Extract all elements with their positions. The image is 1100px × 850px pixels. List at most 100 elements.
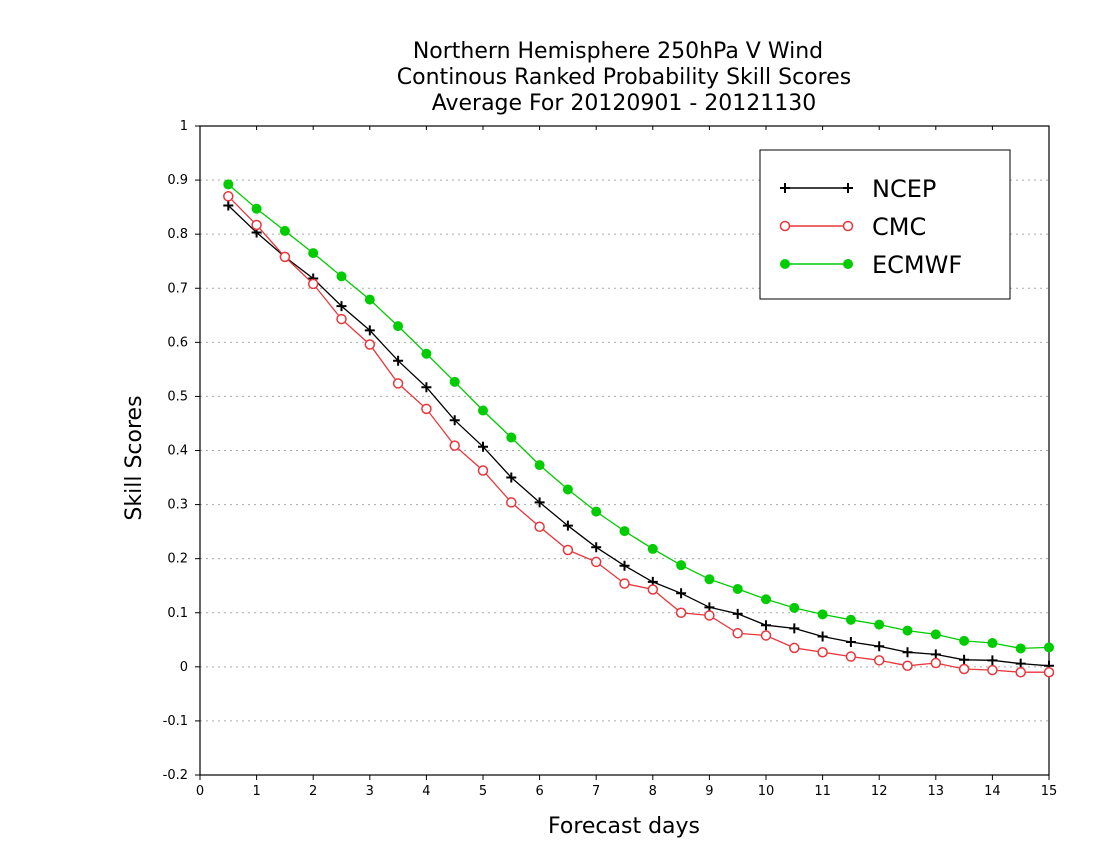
ncep-point <box>902 647 913 658</box>
legend-item-cmc: CMC <box>779 213 926 241</box>
x-tick-label: 1 <box>252 784 260 799</box>
x-tick-label: 0 <box>196 784 204 799</box>
cmc-point <box>930 657 942 669</box>
cmc-point <box>223 191 234 202</box>
cmc-point <box>789 642 800 654</box>
y-tick-label: 0.6 <box>167 335 188 350</box>
cmc-point <box>817 646 828 658</box>
ncep-point <box>421 382 432 393</box>
x-tick-label: 14 <box>984 784 1001 799</box>
legend-label: ECMWF <box>872 251 962 279</box>
ncep-point <box>449 415 460 426</box>
ecmwf-point <box>845 614 856 625</box>
ncep-point <box>364 325 375 336</box>
ecmwf-point <box>676 560 687 571</box>
x-tick-label: 15 <box>1041 784 1058 799</box>
ecmwf-point <box>478 405 488 416</box>
cmc-point <box>336 313 347 325</box>
cmc-point <box>449 440 460 451</box>
cmc-point <box>647 584 659 595</box>
y-tick-label: 0.4 <box>167 444 188 459</box>
ncep-point <box>959 654 970 665</box>
title-line-3: Average For 20120901 - 20121130 <box>432 91 817 116</box>
cmc-point <box>902 660 913 672</box>
ecmwf-point <box>619 526 630 537</box>
cmc-point <box>987 664 998 676</box>
legend-marker <box>842 220 854 232</box>
legend-item-ncep: NCEP <box>780 175 936 203</box>
legend-marker <box>843 183 853 193</box>
legend-marker <box>843 259 853 269</box>
cmc-point <box>1015 666 1026 678</box>
cmc-point <box>732 628 743 639</box>
y-axis-label: Skill Scores <box>122 395 147 520</box>
ecmwf-point <box>562 484 573 495</box>
series-group <box>223 179 1055 678</box>
ecmwf-point <box>449 376 460 387</box>
x-tick-label: 7 <box>592 784 600 799</box>
ncep-point <box>789 623 800 634</box>
y-tick-labels: -0.2 -0.1 0 0.1 0.2 0.3 0.4 0.5 0.6 0.7 0.8 0.9 1 <box>163 119 188 783</box>
ecmwf-point <box>393 321 404 332</box>
ecmwf-point <box>251 203 262 214</box>
x-tick-label: 13 <box>928 784 945 799</box>
ecmwf-point <box>1044 642 1054 653</box>
axis-ticks <box>195 125 1050 780</box>
cmc-point <box>873 655 885 666</box>
ncep-point <box>874 641 885 652</box>
x-tick-label: 5 <box>479 784 487 799</box>
cmc-point <box>279 251 291 263</box>
cmc-point <box>534 521 545 533</box>
cmc-point <box>392 378 404 389</box>
ecmwf-point <box>789 602 800 613</box>
legend-item-ecmwf: ECMWF <box>780 251 962 279</box>
x-tick-label: 3 <box>366 784 374 799</box>
ncep-point <box>336 301 347 312</box>
ecmwf-point <box>732 583 743 594</box>
y-tick-label: 1 <box>180 119 188 134</box>
cmc-point <box>307 278 319 290</box>
y-tick-label: 0.5 <box>167 389 188 404</box>
cmc-point <box>590 556 602 568</box>
ecmwf-point <box>817 609 828 620</box>
cmc-point <box>477 465 489 476</box>
cmc-point <box>562 544 574 556</box>
y-tick-label: 0.7 <box>167 281 188 296</box>
y-tick-label: 0.3 <box>167 498 188 513</box>
ncep-point <box>1015 658 1026 669</box>
cmc-point <box>704 610 715 621</box>
ecmwf-point <box>534 460 545 471</box>
cmc-point <box>760 630 772 641</box>
cmc-point <box>506 497 517 508</box>
ncep-point <box>506 472 517 483</box>
ecmwf-point <box>279 225 290 236</box>
y-tick-label: 0 <box>180 660 188 675</box>
ncep-point <box>732 608 743 619</box>
title-line-1: Northern Hemisphere 250hPa V Wind <box>413 39 823 64</box>
ecmwf-point <box>902 625 913 636</box>
ecmwf-point <box>930 629 941 640</box>
ecmwf-point <box>704 574 715 585</box>
ncep-point <box>676 588 687 599</box>
legend-box <box>759 149 1011 300</box>
cmc-point <box>619 578 630 589</box>
y-tick-label: 0.8 <box>167 227 188 242</box>
ncep-point <box>534 497 545 508</box>
ncep-point <box>619 560 630 571</box>
series-ecmwf <box>223 179 1054 654</box>
cmc-point <box>845 651 857 662</box>
y-tick-label: 0.1 <box>167 606 188 621</box>
cmc-point <box>251 219 262 231</box>
ecmwf-point <box>364 294 375 305</box>
y-tick-label: 0.2 <box>167 552 188 567</box>
x-tick-label: 6 <box>535 784 543 799</box>
x-tick-label: 9 <box>705 784 713 799</box>
legend-label: NCEP <box>872 175 936 203</box>
ecmwf-point <box>223 179 234 190</box>
ncep-point <box>845 636 856 647</box>
chart-title: Northern Hemisphere 250hPa V Wind Contin… <box>397 39 851 116</box>
ncep-point <box>223 200 234 211</box>
legend-marker <box>780 183 790 193</box>
x-tick-label: 12 <box>871 784 888 799</box>
ncep-point <box>393 355 404 366</box>
